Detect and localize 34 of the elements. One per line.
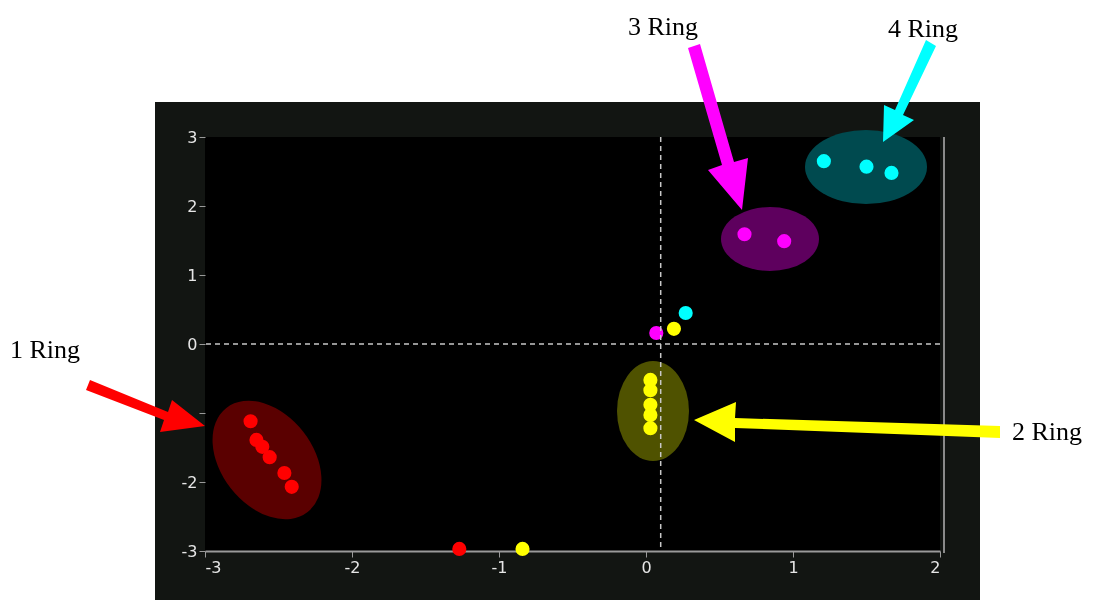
x-tick-label: 0: [641, 557, 652, 577]
text: 3 Ring: [628, 12, 699, 42]
x-tick-label: 2: [930, 557, 941, 577]
point: [262, 450, 277, 465]
point: [643, 421, 658, 436]
point: [452, 541, 467, 556]
y-tick-label: 2: [187, 196, 198, 216]
point: [666, 321, 681, 336]
y-tick-label: -3: [181, 541, 198, 561]
text: 2 Ring: [1012, 417, 1083, 447]
y-tick-label: 1: [187, 265, 198, 285]
point: [678, 305, 693, 321]
y-tick-label: -2: [181, 472, 198, 492]
y-tick-label: 0: [187, 334, 198, 354]
point: [243, 414, 258, 429]
point: [515, 541, 530, 556]
x-tick-label: 1: [788, 557, 799, 577]
point: [643, 408, 658, 423]
point: [277, 465, 292, 481]
point: [643, 383, 658, 398]
point: [737, 227, 752, 242]
x-tick-label: -1: [491, 557, 508, 577]
point: [859, 159, 874, 174]
point: [284, 479, 299, 494]
point: [649, 325, 664, 341]
x-tick-label: -2: [344, 557, 361, 577]
point: [255, 439, 270, 454]
point: [884, 165, 899, 180]
y-tick-label: 3: [187, 127, 198, 147]
point: [777, 234, 792, 249]
x-tick-label: -3: [205, 557, 222, 577]
text: 1 Ring: [10, 335, 81, 365]
text: 4 Ring: [888, 14, 959, 44]
point: [816, 154, 831, 169]
